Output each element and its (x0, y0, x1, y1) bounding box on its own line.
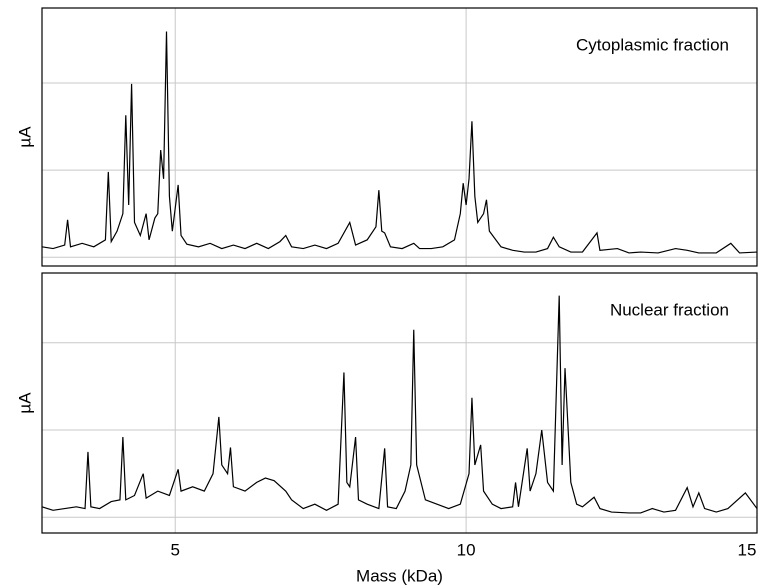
x-tick-label: 5 (170, 540, 179, 559)
x-tick-label: 15 (738, 540, 757, 559)
plot-frame (41, 7, 758, 267)
annotation: Cytoplasmic fraction (576, 35, 729, 54)
y-axis-label: µA (15, 126, 34, 148)
annotation: Nuclear fraction (610, 300, 729, 319)
x-tick-label: 10 (457, 540, 476, 559)
plot-frame (41, 272, 758, 534)
y-axis-label: µA (15, 392, 34, 414)
x-axis-label: Mass (kDa) (356, 566, 443, 585)
spectrum-line (41, 31, 758, 254)
spectrum-line (41, 295, 758, 514)
